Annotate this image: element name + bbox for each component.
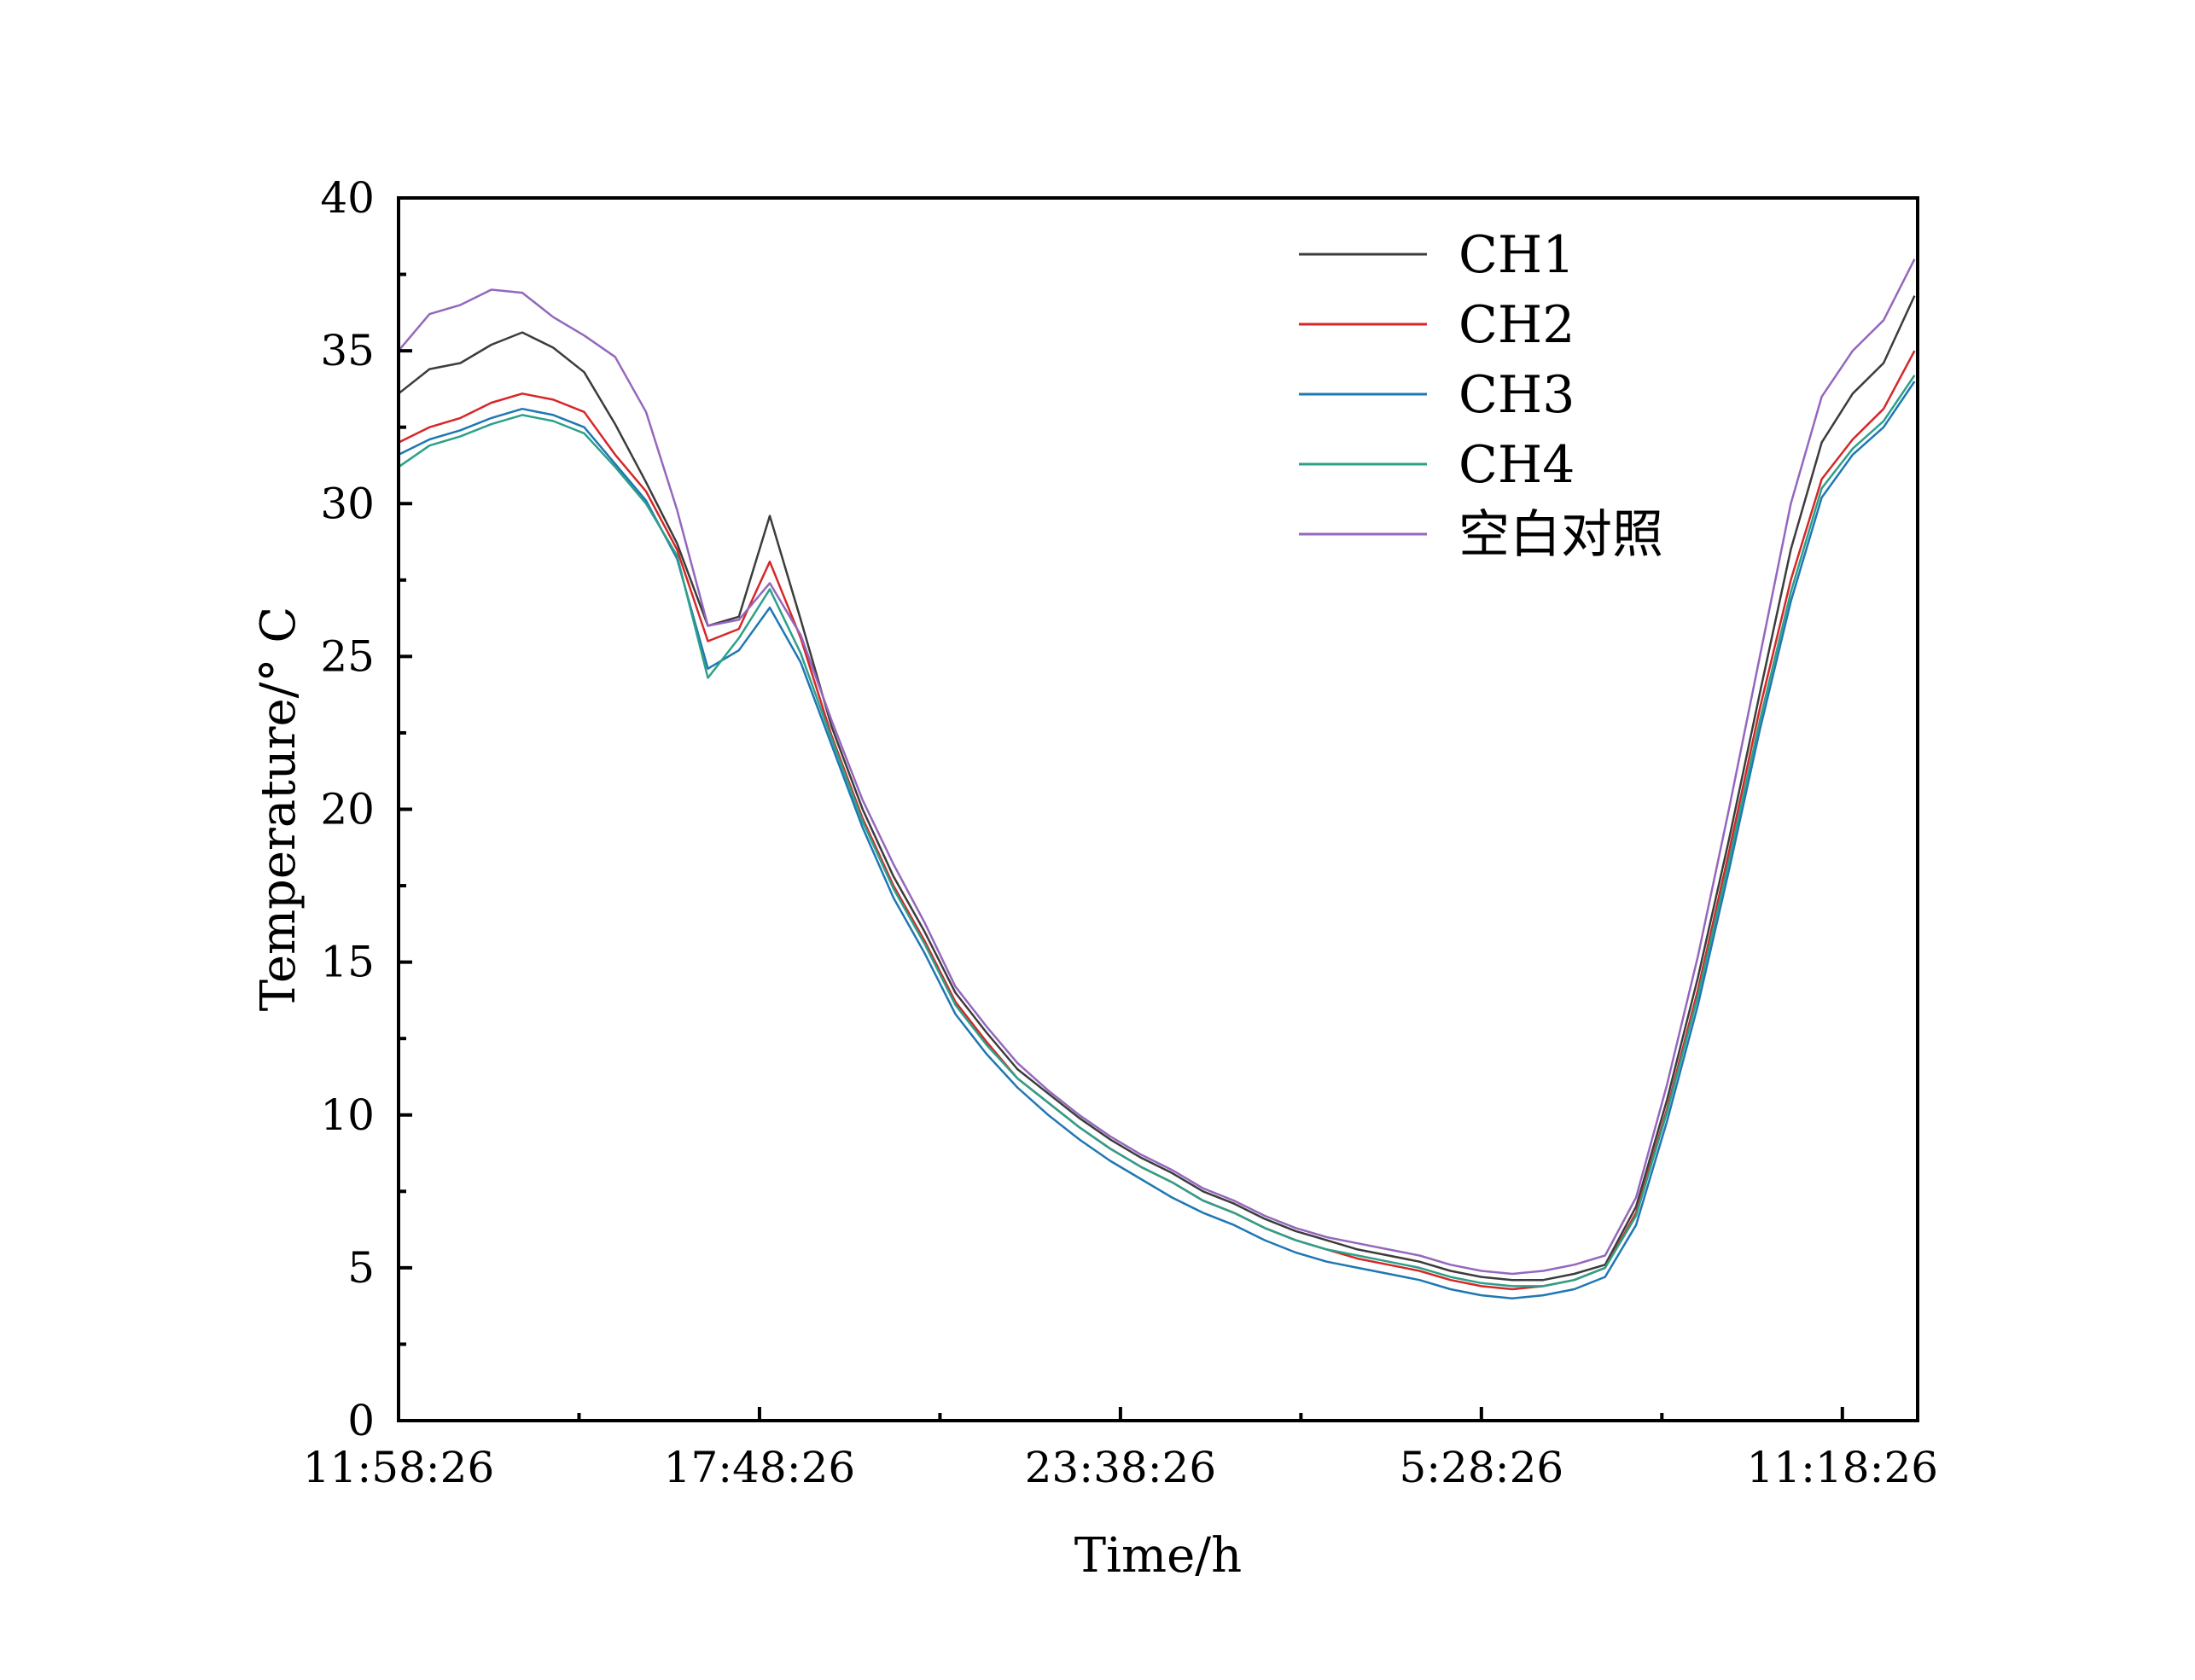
ticklabel-layer: 0 5 10 15 20 25 30 35 40 11:58:26 17:48:26 23:38:26…: [303, 173, 1938, 1492]
legend-label: CH4: [1458, 435, 1575, 495]
legend: CH1 CH2 CH3 CH4 空白对照: [1299, 225, 1663, 565]
y-tick-label: 25: [320, 631, 375, 681]
series-line-4: [398, 375, 1916, 1288]
y-tick-label: 20: [320, 785, 375, 834]
y-tick-label: 5: [347, 1243, 375, 1293]
y-tick-label: 10: [320, 1090, 375, 1140]
x-tick-label: 11:58:26: [303, 1443, 495, 1492]
x-axis-title: Time/h: [1074, 1528, 1242, 1584]
legend-label: CH3: [1458, 365, 1575, 425]
y-tick-label: 30: [320, 479, 375, 528]
series-line-1: [398, 295, 1916, 1282]
x-tick-label: 11:18:26: [1747, 1443, 1939, 1492]
y-axis-title: Temperature/° C: [251, 607, 306, 1011]
series-layer: [398, 259, 1916, 1299]
x-tick-label: 5:28:26: [1399, 1443, 1563, 1492]
x-tick-label: 17:48:26: [664, 1443, 856, 1492]
x-tick-label: 23:38:26: [1025, 1443, 1217, 1492]
series-line-5: [398, 259, 1916, 1276]
legend-label: 空白对照: [1458, 505, 1663, 565]
y-tick-label: 35: [320, 326, 375, 375]
y-tick-label: 0: [347, 1396, 375, 1445]
y-tick-label: 15: [320, 938, 375, 987]
ticks-layer: [397, 196, 1844, 1422]
y-tick-label: 40: [320, 173, 375, 223]
legend-label: CH1: [1458, 225, 1575, 285]
legend-label: CH2: [1458, 295, 1575, 355]
